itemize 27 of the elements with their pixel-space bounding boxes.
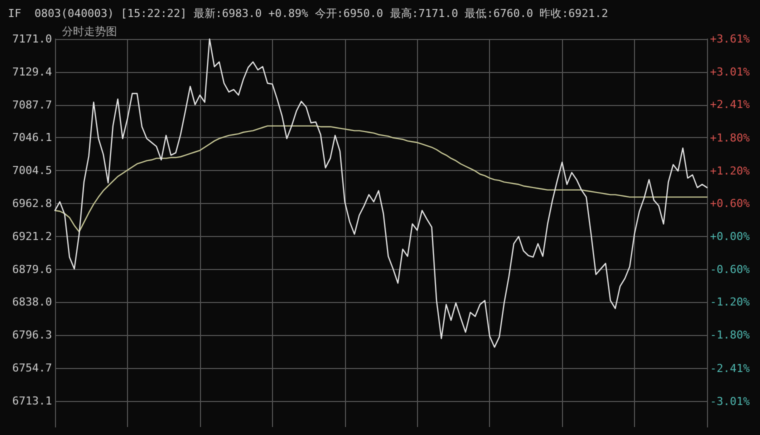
y2-tick-label: +0.00% — [710, 230, 750, 244]
y2-tick-label: +2.41% — [710, 98, 750, 112]
y2-tick-label: -3.01% — [710, 394, 750, 408]
y-tick-label: 6879.6 — [12, 262, 52, 276]
y-tick-label: 6713.1 — [12, 394, 52, 408]
y-tick-label: 6754.7 — [12, 361, 52, 374]
y-tick-label: 7046.1 — [12, 131, 52, 144]
chart-title: IF 0803(040003) [15:22:22] 最新:6983.0 +0.89% 今开:6950.0 最高:7171.0 最低:6760.0 昨收:6921.2 — [8, 7, 608, 20]
y-tick-label: 7129.4 — [12, 65, 52, 78]
y2-tick-label: -1.20% — [710, 296, 750, 309]
y-tick-label: 6796.3 — [12, 328, 52, 342]
y2-tick-label: +1.20% — [710, 164, 750, 178]
y2-tick-label: -2.41% — [710, 362, 750, 375]
chart-subtitle: 分时走势图 — [62, 25, 117, 38]
y2-tick-label: +0.60% — [710, 197, 750, 210]
y2-tick-label: -0.60% — [710, 262, 750, 276]
y-tick-label: 7087.7 — [12, 98, 52, 112]
y-tick-label: 7004.5 — [12, 164, 52, 178]
y-tick-label: 6921.2 — [12, 230, 52, 243]
y2-tick-label: +1.80% — [710, 132, 750, 145]
y2-tick-label: +3.61% — [710, 32, 750, 46]
y-tick-label: 6838.0 — [12, 296, 52, 309]
y2-tick-label: -1.80% — [710, 328, 750, 342]
y-tick-label: 6962.8 — [12, 197, 52, 210]
y2-tick-label: +3.01% — [710, 65, 750, 78]
line-series — [54, 125, 708, 232]
y-tick-label: 7171.0 — [12, 32, 52, 46]
